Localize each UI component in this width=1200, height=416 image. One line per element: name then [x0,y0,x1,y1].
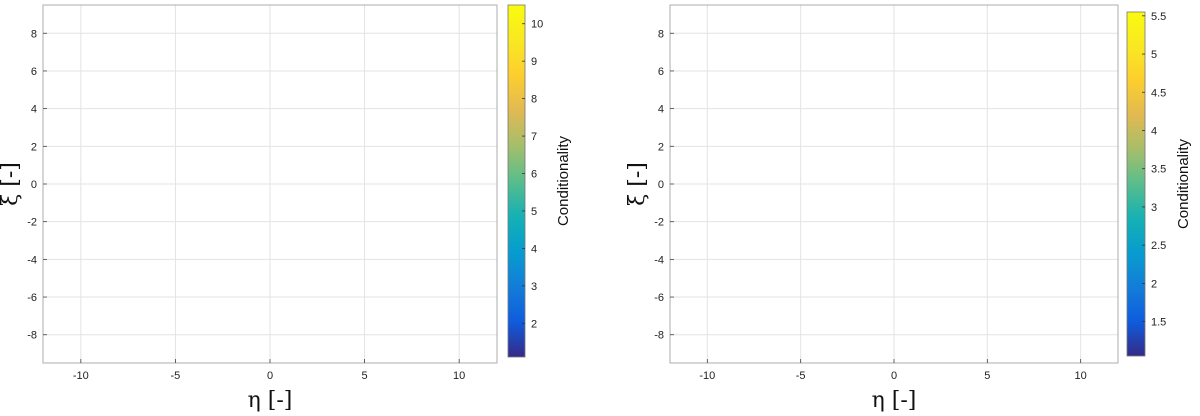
y-tick-label: 6 [31,66,37,78]
chart-panel-1: -10 -5 0 5 10 -8 -6 -4 -2 0 2 4 6 8 η [-] ξ [-] 2 3 4 5 6 7 8 9… [0,4,572,413]
y-tick-label: 4 [658,104,664,116]
grid [43,5,497,363]
colorbar-tick-label: 10 [531,19,543,31]
colorbar-tick-label: 6 [531,169,537,181]
y-axis-label: ξ [-] [0,162,23,206]
y-tick-label: 8 [658,28,664,40]
colorbar-tick-label: 3 [1151,202,1157,214]
x-axis-label: η [-] [872,388,917,413]
colorbar-tick-label: 4 [531,243,537,255]
colorbar-gradient [1126,11,1146,357]
x-tick-label: 10 [1075,370,1087,382]
y-tick-label: -8 [654,330,664,342]
x-tick-label: -10 [73,370,89,382]
x-axis-label: η [-] [248,388,293,413]
colorbar-label: Conditionality [1175,138,1192,229]
y-tick-label: -4 [654,254,664,266]
y-tick-label: 8 [31,28,37,40]
y-tick-label: -8 [27,330,37,342]
colorbar: 2 3 4 5 6 7 8 9 10 Conditionality [507,4,572,358]
x-tick-label: -5 [171,370,181,382]
x-tick-label: -10 [699,370,715,382]
grid [670,5,1118,363]
y-tick-label: 0 [31,179,37,191]
colorbar-tick-label: 7 [531,131,537,143]
x-tick-label: 5 [984,370,990,382]
colorbar-tick-label: 2 [531,318,537,330]
y-axis-label: ξ [-] [625,162,650,206]
x-tick-label: -5 [796,370,806,382]
colorbar: 1.5 2 2.5 3 3.5 4 4.5 5 5.5 Conditionality [1126,11,1192,357]
x-tick-label: 10 [453,370,465,382]
colorbar-tick-label: 5.5 [1151,11,1166,23]
y-tick-label: -2 [27,217,37,229]
y-tick-label: -2 [654,217,664,229]
colorbar-tick-label: 9 [531,56,537,68]
y-tick-label: 6 [658,66,664,78]
colorbar-tick-label: 3.5 [1151,164,1166,176]
y-tick-label: 2 [658,141,664,153]
colorbar-tick-label: 4.5 [1151,87,1166,99]
y-tick-label: -4 [27,254,37,266]
y-tick-label: -6 [27,292,37,304]
colorbar-tick-label: 1.5 [1151,317,1166,329]
colorbar-tick-label: 8 [531,94,537,106]
y-tick-label: 2 [31,141,37,153]
x-tick-label: 5 [362,370,368,382]
x-tick-label: 0 [267,370,273,382]
colorbar-tick-label: 4 [1151,125,1157,137]
y-tick-label: 4 [31,104,37,116]
colorbar-tick-label: 3 [531,281,537,293]
colorbar-tick-label: 2.5 [1151,240,1166,252]
chart-panel-2: -10 -5 0 5 10 -8 -6 -4 -2 0 2 4 6 8 η [-] ξ [-] 1.5 2 2.5 3… [625,4,1192,413]
colorbar-tick-label: 5 [531,206,537,218]
colorbar-tick-label: 5 [1151,49,1157,61]
y-tick-label: -6 [654,292,664,304]
colorbar-gradient [507,4,526,358]
colorbar-tick-label: 2 [1151,278,1157,290]
colorbar-label: Conditionality [555,135,572,226]
x-tick-label: 0 [891,370,897,382]
y-tick-label: 0 [658,179,664,191]
